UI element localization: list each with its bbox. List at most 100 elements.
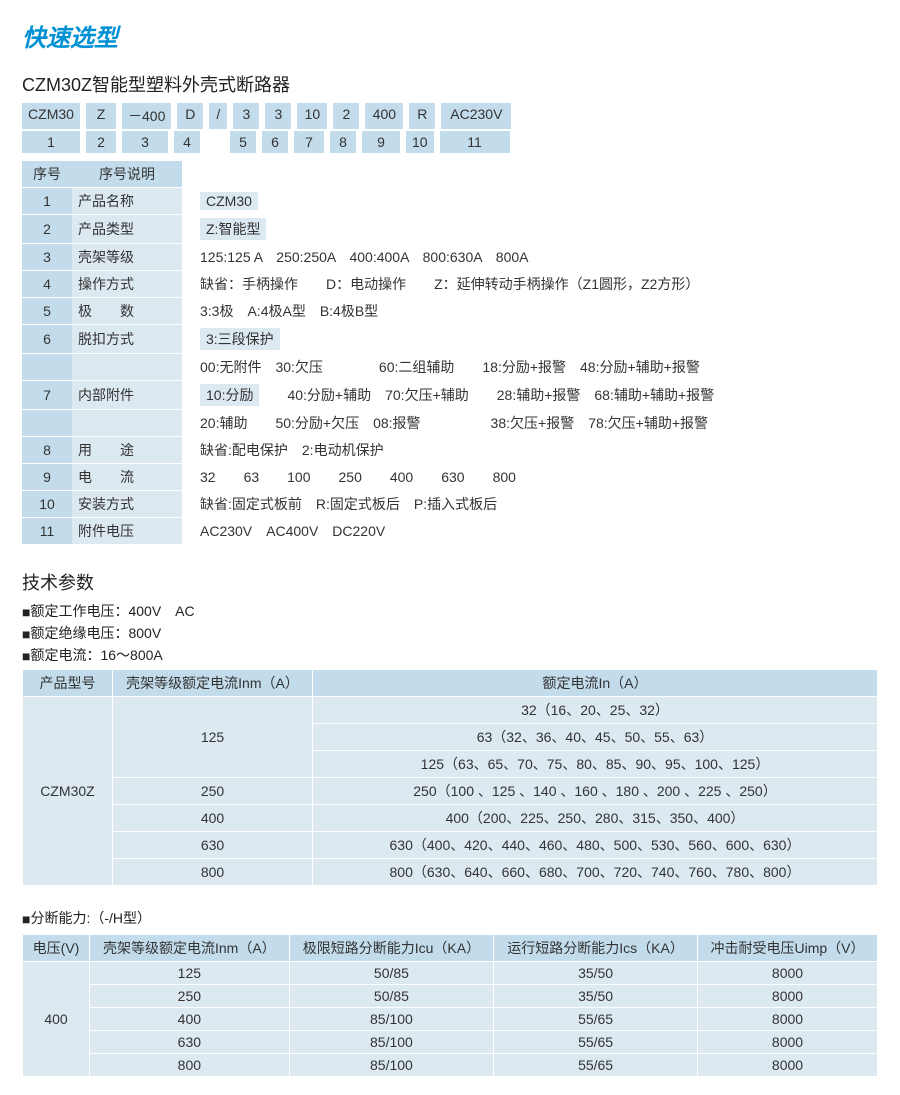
spec-index: 5 bbox=[22, 298, 72, 325]
spec-value: 缺省:配电保护 2:电动机保护 bbox=[194, 437, 878, 464]
model-cell: CZM30Z bbox=[23, 697, 113, 886]
spec-value: 20:辅助 50:分励+欠压 08:报警 38:欠压+报警 78:欠压+辅助+报… bbox=[194, 410, 878, 437]
table-cell: 55/65 bbox=[494, 1054, 698, 1077]
code-index: 11 bbox=[440, 131, 510, 153]
table-header: 电压(V) bbox=[23, 935, 90, 962]
code-part: CZM30 bbox=[22, 103, 80, 129]
table-cell: 85/100 bbox=[289, 1008, 494, 1031]
table-cell: 400 bbox=[90, 1008, 290, 1031]
code-part: 3 bbox=[233, 103, 259, 129]
spec-index: 10 bbox=[22, 491, 72, 518]
spec-label: 内部附件 bbox=[72, 381, 182, 410]
spec-index: 9 bbox=[22, 464, 72, 491]
table-header: 壳架等级额定电流Inm（A） bbox=[90, 935, 290, 962]
code-example-row: CZM30Z－400D/33102400RAC230V bbox=[22, 103, 878, 129]
in-cell: 800（630、640、660、680、700、720、740、760、780、… bbox=[313, 859, 878, 886]
table-cell: 250 bbox=[90, 985, 290, 1008]
table-cell: 50/85 bbox=[289, 985, 494, 1008]
code-index: 9 bbox=[362, 131, 400, 153]
spec-header: 序号 bbox=[22, 161, 72, 188]
in-cell: 400（200、225、250、280、315、350、400） bbox=[313, 805, 878, 832]
page-title: 快速选型 bbox=[22, 18, 878, 53]
table-cell: 800 bbox=[90, 1054, 290, 1077]
spec-index bbox=[22, 354, 72, 381]
spec-label bbox=[72, 410, 182, 437]
spec-value: 缺省：手柄操作 D：电动操作 Z：延伸转动手柄操作（Z1圆形，Z2方形） bbox=[194, 271, 878, 298]
code-part: 3 bbox=[265, 103, 291, 129]
table-cell: 8000 bbox=[697, 985, 877, 1008]
voltage-cell: 400 bbox=[23, 962, 90, 1077]
tech-heading: 技术参数 bbox=[22, 569, 878, 595]
spec-label: 壳架等级 bbox=[72, 244, 182, 271]
code-index: 2 bbox=[86, 131, 116, 153]
spec-value: 00:无附件 30:欠压 60:二组辅助 18:分励+报警 48:分励+辅助+报… bbox=[194, 354, 878, 381]
code-index: 6 bbox=[262, 131, 288, 153]
spec-value: 32 63 100 250 400 630 800 bbox=[194, 464, 878, 491]
spec-value: 10:分励 40:分励+辅助 70:欠压+辅助 28:辅助+报警 68:辅助+辅… bbox=[194, 381, 878, 410]
spec-label: 脱扣方式 bbox=[72, 325, 182, 354]
table-cell: 35/50 bbox=[494, 985, 698, 1008]
spec-index: 4 bbox=[22, 271, 72, 298]
spec-label: 附件电压 bbox=[72, 518, 182, 545]
in-cell: 32（16、20、25、32） bbox=[313, 697, 878, 724]
spec-value: CZM30 bbox=[194, 188, 878, 215]
code-part: －400 bbox=[122, 103, 171, 129]
code-index: 4 bbox=[174, 131, 200, 153]
spec-value: 3:三段保护 bbox=[194, 325, 878, 354]
table-cell: 85/100 bbox=[289, 1054, 494, 1077]
spec-value: AC230V AC400V DC220V bbox=[194, 518, 878, 545]
spec-index: 2 bbox=[22, 215, 72, 244]
code-part: R bbox=[409, 103, 435, 129]
table-header: 运行短路分断能力Ics（KA） bbox=[494, 935, 698, 962]
spec-label: 用 途 bbox=[72, 437, 182, 464]
spec-index: 7 bbox=[22, 381, 72, 410]
table-cell: 8000 bbox=[697, 962, 877, 985]
spec-label: 操作方式 bbox=[72, 271, 182, 298]
spec-table: 序号序号说明1产品名称CZM302产品类型Z:智能型3壳架等级125:125 A… bbox=[22, 161, 878, 545]
inm-cell: 250 bbox=[113, 778, 313, 805]
code-part: 2 bbox=[333, 103, 359, 129]
tech-param-line: ■额定电流：16～800A bbox=[22, 645, 878, 665]
in-cell: 630（400、420、440、460、480、500、530、560、600、… bbox=[313, 832, 878, 859]
table-cell: 55/65 bbox=[494, 1031, 698, 1054]
table-cell: 50/85 bbox=[289, 962, 494, 985]
code-index-row: 1234567891011 bbox=[22, 131, 878, 153]
code-part: 10 bbox=[297, 103, 327, 129]
code-part: D bbox=[177, 103, 203, 129]
spec-index: 8 bbox=[22, 437, 72, 464]
spec-index: 11 bbox=[22, 518, 72, 545]
table-cell: 55/65 bbox=[494, 1008, 698, 1031]
breaking-heading: ■分断能力:（-/H型） bbox=[22, 908, 878, 928]
table-cell: 85/100 bbox=[289, 1031, 494, 1054]
spec-index bbox=[22, 410, 72, 437]
table-cell: 8000 bbox=[697, 1008, 877, 1031]
spec-label bbox=[72, 354, 182, 381]
table-header: 极限短路分断能力Icu（KA） bbox=[289, 935, 494, 962]
spec-value: 缺省:固定式板前 R:固定式板后 P:插入式板后 bbox=[194, 491, 878, 518]
code-index: 8 bbox=[330, 131, 356, 153]
spec-index: 1 bbox=[22, 188, 72, 215]
table-header: 额定电流In（A） bbox=[313, 670, 878, 697]
code-index: 1 bbox=[22, 131, 80, 153]
inm-cell: 400 bbox=[113, 805, 313, 832]
table-header: 产品型号 bbox=[23, 670, 113, 697]
inm-cell: 630 bbox=[113, 832, 313, 859]
spec-label: 产品类型 bbox=[72, 215, 182, 244]
tech-params: ■额定工作电压：400V AC■额定绝缘电压：800V■额定电流：16～800A bbox=[22, 601, 878, 665]
in-cell: 63（32、36、40、45、50、55、63） bbox=[313, 724, 878, 751]
breaking-table: 电压(V)壳架等级额定电流Inm（A）极限短路分断能力Icu（KA）运行短路分断… bbox=[22, 934, 878, 1077]
spec-label: 产品名称 bbox=[72, 188, 182, 215]
table-cell: 630 bbox=[90, 1031, 290, 1054]
inm-cell: 125 bbox=[113, 697, 313, 778]
spec-label: 极 数 bbox=[72, 298, 182, 325]
code-index: 10 bbox=[406, 131, 434, 153]
spec-index: 6 bbox=[22, 325, 72, 354]
code-index: 3 bbox=[122, 131, 168, 153]
spec-value: Z:智能型 bbox=[194, 215, 878, 244]
spec-value: 3:3极 A:4极A型 B:4极B型 bbox=[194, 298, 878, 325]
spec-value: 125:125 A 250:250A 400:400A 800:630A 800… bbox=[194, 244, 878, 271]
tech-param-line: ■额定工作电压：400V AC bbox=[22, 601, 878, 621]
table-cell: 8000 bbox=[697, 1031, 877, 1054]
code-part: Z bbox=[86, 103, 116, 129]
code-part: 400 bbox=[365, 103, 403, 129]
